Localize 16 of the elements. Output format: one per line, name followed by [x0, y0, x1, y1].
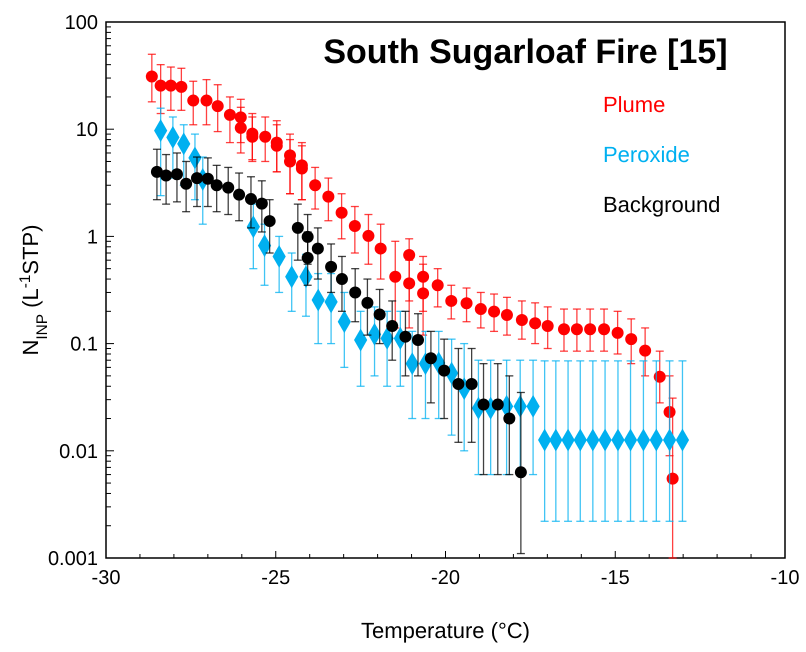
x-tick-label: -25 [261, 567, 290, 589]
y-tick-label: 1 [86, 226, 98, 248]
y-tick-label: 0.01 [59, 440, 98, 463]
text: Peroxide [603, 142, 690, 167]
x-tick-label: -20 [431, 567, 460, 589]
y-tick-label: 0.1 [70, 334, 98, 356]
text: Background [603, 192, 720, 217]
x-tick-label: -15 [600, 567, 630, 589]
y-tick-label: 10 [76, 119, 98, 142]
y-tick-label: 100 [64, 12, 98, 34]
x-tick-label: -30 [92, 567, 120, 589]
chart-title: South Sugarloaf Fire [15] [323, 33, 728, 71]
x-axis-title: Temperature (°C) [361, 618, 530, 643]
x-tick-label: -10 [770, 567, 800, 589]
text: Plume [603, 92, 666, 117]
y-tick-label: 0.001 [48, 548, 98, 570]
